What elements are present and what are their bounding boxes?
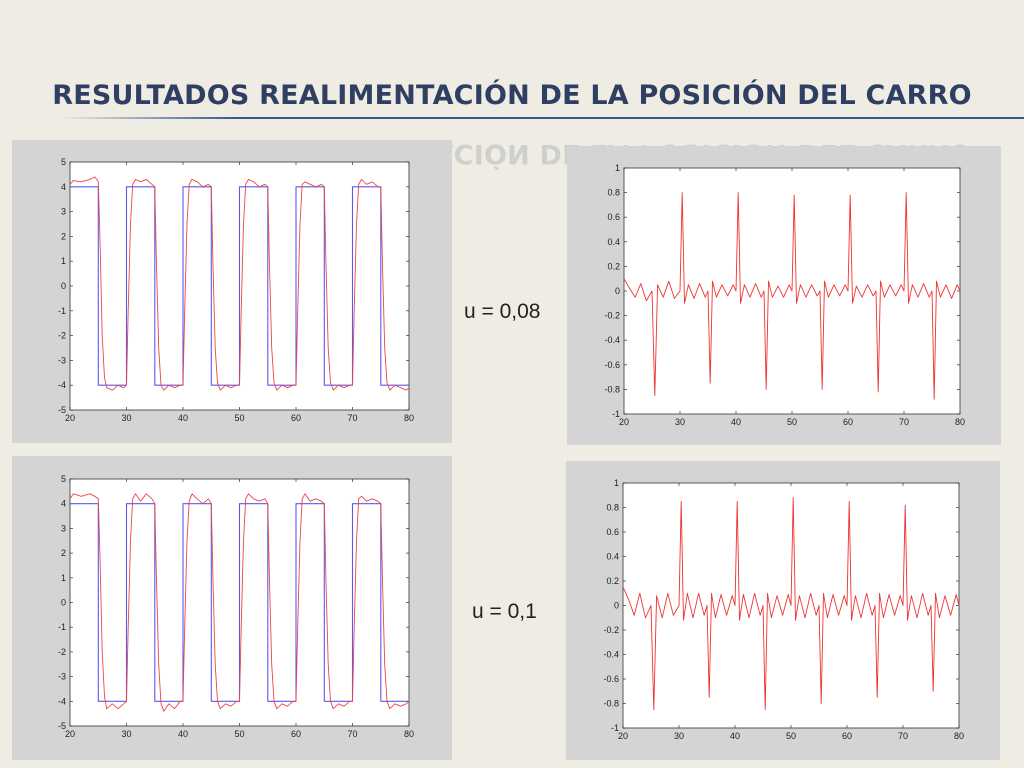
x-tick-label: 20 [65,729,75,739]
y-tick-label: 1 [614,478,619,488]
response-series-line [69,493,410,712]
chart-panel-top-left: 20 30 40 50 60 70 80 -5 -4 -3 -2 -1 0 1 2 3 4 5 [12,140,452,443]
y-tick-label: 0.6 [606,527,619,537]
u-label-01: u = 0,1 [472,600,537,623]
y-tick-label: -0.8 [604,384,620,394]
y-tick-label: -2 [58,647,66,657]
x-tick-label: 40 [178,729,188,739]
y-tick-label: 0.6 [607,212,620,222]
response-series-line [69,176,410,391]
reference-series-line [70,503,409,702]
y-tick-label: 0 [61,281,66,291]
title-underline [60,117,1024,119]
y-tick-label: 0 [614,601,619,611]
y-tick-label: 3 [61,523,66,533]
chart-panel-bottom-right: 20 30 40 50 60 70 80 -1 -0.8 -0.6 -0.4 -0.2 0 0.2 0.4 0… [566,461,1000,760]
y-tick-label: 0 [61,598,66,608]
x-tick-label: 20 [619,417,629,427]
x-tick-label: 20 [65,413,75,423]
y-tick-label: 1 [61,573,66,583]
x-tick-label: 30 [121,413,131,423]
x-tick-label: 60 [291,413,301,423]
y-tick-label: -0.4 [603,650,619,660]
y-tick-label: 0 [615,286,620,296]
y-tick-label: 5 [61,157,66,167]
y-tick-label: -0.2 [603,625,619,635]
x-tick-label: 80 [404,729,414,739]
y-tick-label: 4 [61,499,66,509]
chart-panel-bottom-left: 20 30 40 50 60 70 80 -5 -4 -3 -2 -1 0 1 2 3 4 5 [12,456,452,760]
x-tick-label: 60 [842,731,852,741]
y-tick-label: 0.4 [606,552,619,562]
x-tick-label: 80 [404,413,414,423]
y-tick-label: 3 [61,207,66,217]
x-tick-label: 80 [955,417,965,427]
y-tick-label: -1 [58,622,66,632]
y-tick-label: 0.2 [606,576,619,586]
x-tick-label: 70 [347,413,357,423]
x-tick-label: 50 [234,413,244,423]
x-tick-label: 50 [234,729,244,739]
error-series-line [623,192,961,400]
u-label-008: u = 0,08 [464,300,541,323]
x-tick-label: 30 [674,731,684,741]
y-tick-label: -1 [58,306,66,316]
y-tick-label: -0.4 [604,335,620,345]
x-tick-label: 50 [787,417,797,427]
x-tick-label: 40 [731,417,741,427]
x-tick-label: 40 [178,413,188,423]
y-tick-label: 2 [61,231,66,241]
y-tick-label: -0.8 [603,699,619,709]
slide-title: RESULTADOS REALIMENTACIÓN DE LA POSICIÓN… [52,80,972,111]
y-tick-label: 1 [61,256,66,266]
x-tick-label: 60 [843,417,853,427]
y-tick-label: 0.4 [607,237,620,247]
y-tick-label: -0.6 [604,360,620,370]
y-tick-label: -1 [611,723,619,733]
y-tick-label: -2 [58,331,66,341]
y-tick-label: -4 [58,696,66,706]
y-tick-label: 0.8 [607,188,620,198]
y-tick-label: -1 [612,409,620,419]
x-tick-label: 30 [121,729,131,739]
x-tick-label: 40 [730,731,740,741]
x-tick-label: 50 [786,731,796,741]
y-tick-label: 5 [61,474,66,484]
x-tick-label: 70 [347,729,357,739]
position-chart-u-008: 20 30 40 50 60 70 80 -5 -4 -3 -2 -1 0 1 2 3 4 5 [58,157,414,423]
x-tick-label: 20 [618,731,628,741]
chart-panel-top-right: 20 30 40 50 60 70 80 -1 -0.8 -0.6 -0.4 -0.2 0 0.2 0.4 0… [567,146,1001,445]
x-tick-label: 30 [675,417,685,427]
y-tick-label: -0.6 [603,674,619,684]
y-tick-label: -3 [58,355,66,365]
y-tick-label: -4 [58,380,66,390]
x-tick-label: 70 [899,417,909,427]
y-tick-label: -3 [58,672,66,682]
y-tick-label: 4 [61,182,66,192]
reference-series-line [70,186,409,386]
error-series-line [622,497,960,711]
y-tick-label: 2 [61,548,66,558]
y-tick-label: -5 [58,405,66,415]
y-tick-label: 0.2 [607,261,620,271]
x-tick-label: 70 [898,731,908,741]
y-tick-label: 1 [615,163,620,173]
x-tick-label: 60 [291,729,301,739]
x-tick-label: 80 [954,731,964,741]
error-chart-u-008: 20 30 40 50 60 70 80 -1 -0.8 -0.6 -0.4 -0.2 0 0.2 0.4 0… [604,163,965,427]
y-tick-label: -5 [58,721,66,731]
position-chart-u-01: 20 30 40 50 60 70 80 -5 -4 -3 -2 -1 0 1 2 3 4 5 [58,474,414,739]
error-chart-u-01: 20 30 40 50 60 70 80 -1 -0.8 -0.6 -0.4 -0.2 0 0.2 0.4 0… [603,478,964,741]
y-tick-label: -0.2 [604,311,620,321]
y-tick-label: 0.8 [606,503,619,513]
